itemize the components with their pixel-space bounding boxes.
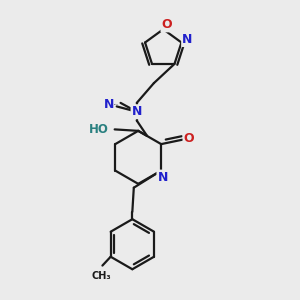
Text: N: N bbox=[182, 33, 193, 46]
Text: N: N bbox=[103, 98, 114, 111]
Text: methyl: methyl bbox=[114, 104, 119, 105]
Text: methyl: methyl bbox=[118, 100, 123, 101]
Text: N: N bbox=[132, 105, 142, 118]
Text: HO: HO bbox=[89, 123, 109, 136]
Text: O: O bbox=[184, 132, 194, 145]
Text: O: O bbox=[161, 18, 172, 32]
Text: N: N bbox=[158, 171, 168, 184]
Text: CH₃: CH₃ bbox=[91, 272, 111, 281]
